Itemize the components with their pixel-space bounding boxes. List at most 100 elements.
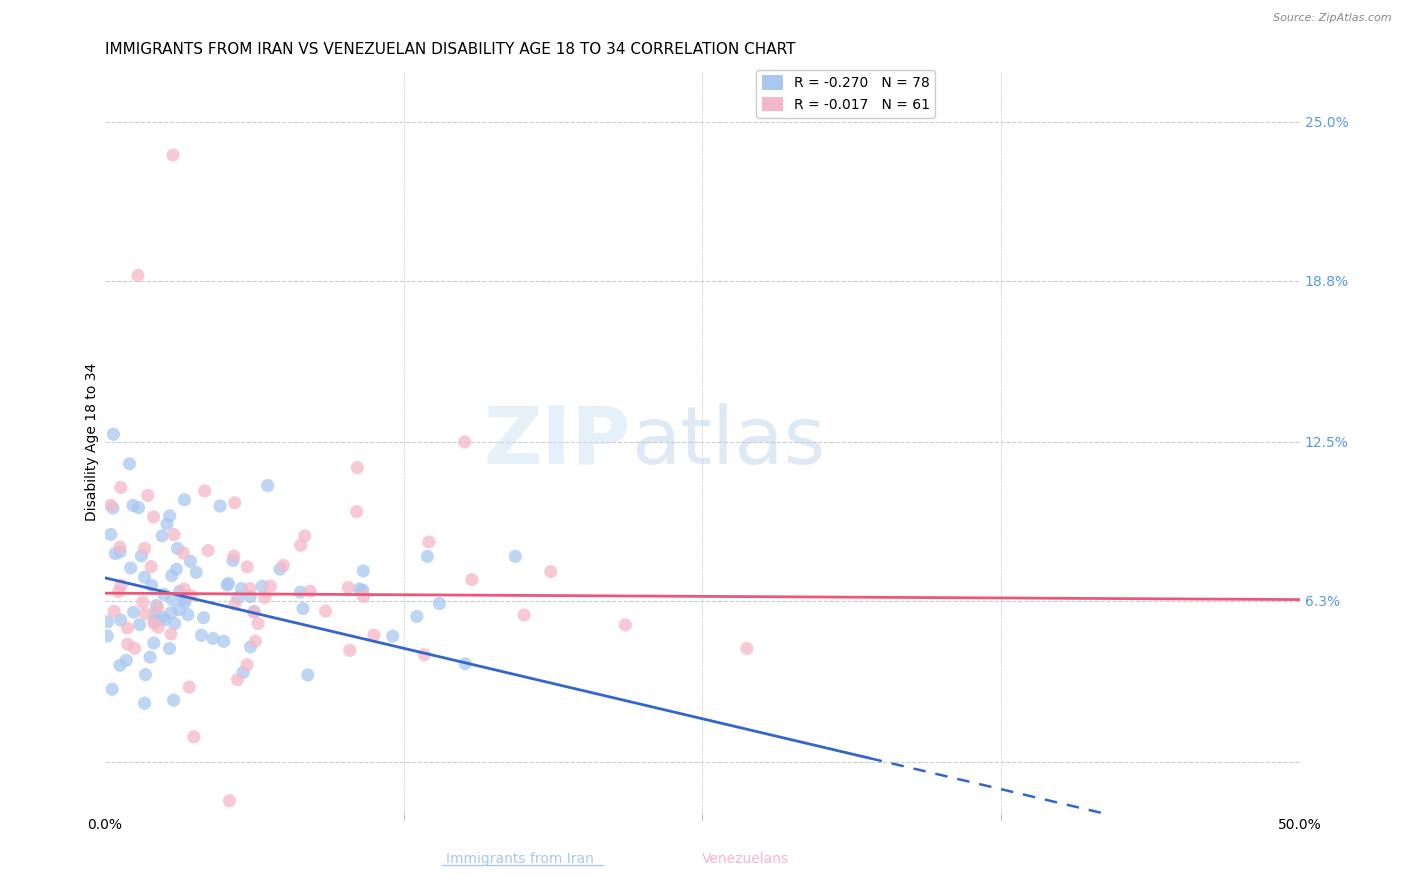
Point xyxy=(143,607,166,621)
Point xyxy=(381,629,404,643)
Point xyxy=(413,648,436,662)
Point xyxy=(160,627,183,641)
Point xyxy=(222,549,245,563)
Point xyxy=(247,616,270,631)
Point xyxy=(226,673,249,687)
Point xyxy=(150,529,173,543)
Point xyxy=(197,543,219,558)
Point xyxy=(103,427,125,442)
Point xyxy=(134,570,156,584)
Point xyxy=(259,579,281,593)
Point xyxy=(183,730,205,744)
Point xyxy=(224,496,246,510)
Point xyxy=(104,546,127,560)
Point xyxy=(217,576,239,591)
Point xyxy=(236,657,259,672)
Point xyxy=(117,621,139,635)
Point xyxy=(243,605,266,619)
Point xyxy=(128,617,150,632)
Point xyxy=(735,641,758,656)
Point xyxy=(172,546,194,560)
Point xyxy=(163,616,186,631)
Point xyxy=(173,596,195,610)
Point xyxy=(159,641,181,656)
Point xyxy=(217,578,239,592)
Point xyxy=(146,620,169,634)
Legend: R = -0.270   N = 78, R = -0.017   N = 61: R = -0.270 N = 78, R = -0.017 N = 61 xyxy=(756,70,935,118)
Point xyxy=(143,613,166,627)
Point xyxy=(349,582,371,596)
Point xyxy=(173,492,195,507)
Point xyxy=(101,682,124,697)
Point xyxy=(141,559,163,574)
Point xyxy=(152,610,174,624)
Point xyxy=(186,566,208,580)
Point xyxy=(173,592,195,607)
Point xyxy=(245,634,267,648)
Point xyxy=(108,540,131,554)
Point xyxy=(97,615,120,629)
Point xyxy=(290,538,312,552)
Point xyxy=(269,562,291,576)
Point xyxy=(142,636,165,650)
Point xyxy=(118,457,141,471)
Point xyxy=(146,601,169,615)
Text: Source: ZipAtlas.com: Source: ZipAtlas.com xyxy=(1274,13,1392,23)
Point xyxy=(100,498,122,512)
Point xyxy=(202,632,225,646)
Point xyxy=(614,618,637,632)
Point xyxy=(134,696,156,710)
Point xyxy=(108,658,131,673)
Point xyxy=(236,560,259,574)
Point xyxy=(134,607,156,621)
Point xyxy=(353,590,375,604)
Point xyxy=(110,545,132,559)
Point xyxy=(454,657,477,671)
Point xyxy=(132,595,155,609)
Point xyxy=(503,549,526,564)
Point xyxy=(339,643,361,657)
Point xyxy=(461,573,484,587)
Point xyxy=(290,585,312,599)
Point xyxy=(169,584,191,599)
Point xyxy=(166,541,188,556)
FancyBboxPatch shape xyxy=(648,858,696,877)
Point xyxy=(252,579,274,593)
Point xyxy=(162,593,184,607)
Point xyxy=(291,601,314,615)
Point xyxy=(190,628,212,642)
Point xyxy=(162,148,184,162)
Point xyxy=(136,488,159,502)
Point xyxy=(110,613,132,627)
Point xyxy=(253,591,276,605)
Point xyxy=(513,608,536,623)
Point xyxy=(239,590,262,604)
FancyBboxPatch shape xyxy=(440,858,488,877)
Point xyxy=(294,529,316,543)
Point xyxy=(231,582,253,596)
Point xyxy=(153,613,176,627)
Point xyxy=(122,605,145,619)
Point xyxy=(127,500,149,515)
Point xyxy=(352,583,374,598)
Point xyxy=(346,505,368,519)
Point xyxy=(224,597,246,611)
Point xyxy=(124,641,146,656)
Point xyxy=(180,589,202,603)
Point xyxy=(160,606,183,620)
Point xyxy=(156,516,179,531)
Point xyxy=(141,578,163,592)
Point xyxy=(416,549,439,564)
Point xyxy=(169,602,191,616)
Point xyxy=(273,558,295,573)
Point xyxy=(299,584,322,599)
Point xyxy=(315,604,337,618)
Point xyxy=(418,535,440,549)
Point xyxy=(165,562,187,576)
Point xyxy=(142,616,165,631)
Text: atlas: atlas xyxy=(631,403,825,481)
Point xyxy=(232,665,254,680)
Point xyxy=(159,508,181,523)
Point xyxy=(352,564,374,578)
Point xyxy=(454,434,477,449)
